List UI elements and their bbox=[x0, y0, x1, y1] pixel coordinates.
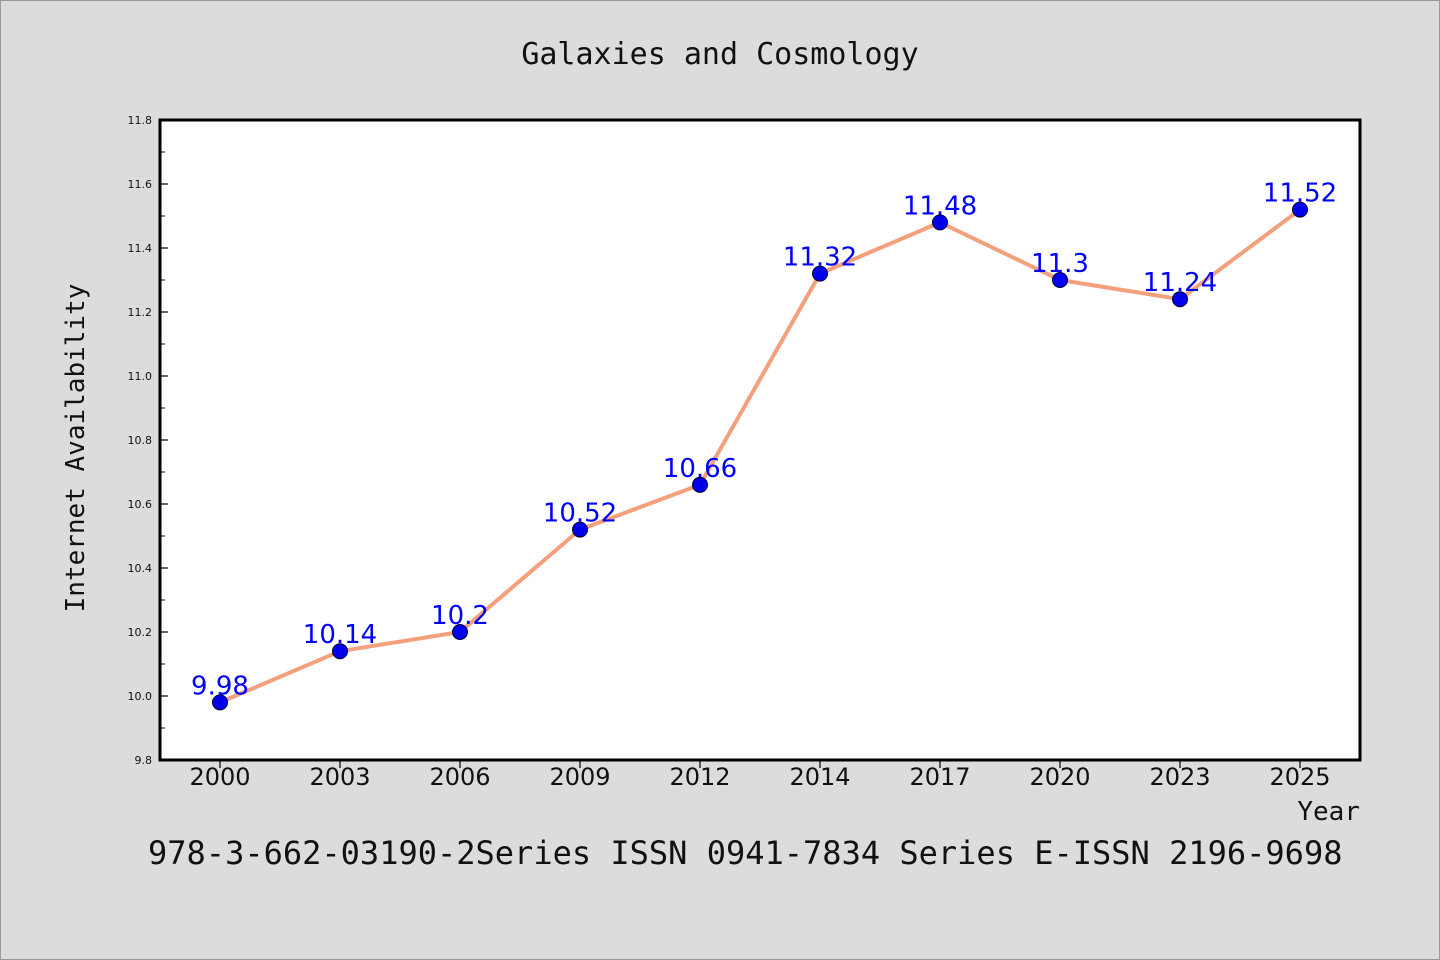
y-axis: 9.8 10.0 10.2 10.4 10.6 10.8 11.0 11.2 11.4 11.6 1… bbox=[128, 114, 168, 767]
data-point bbox=[332, 643, 348, 660]
series-group: 9.98 10.14 10.2 10.52 10.66 11.32 11.48 11.3 11.… bbox=[191, 179, 1337, 711]
data-point bbox=[692, 476, 708, 493]
x-axis: 2000 2003 2006 2009 2012 2014 2017 2020 2023 2025 bbox=[189, 760, 1331, 791]
data-point bbox=[812, 265, 828, 282]
data-point bbox=[452, 624, 468, 640]
x-tick-label: 2012 bbox=[669, 763, 730, 791]
x-tick-label: 2006 bbox=[429, 763, 490, 791]
plot-border bbox=[158, 118, 1362, 762]
data-label: 11.32 bbox=[783, 243, 857, 273]
y-tick-label: 11.4 bbox=[128, 242, 153, 255]
x-tick-label: 2025 bbox=[1269, 763, 1330, 791]
data-label: 9.98 bbox=[191, 671, 249, 701]
data-point bbox=[212, 694, 228, 711]
x-tick-label: 2017 bbox=[909, 763, 970, 791]
data-label: 10.66 bbox=[663, 454, 737, 484]
y-tick-label: 10.4 bbox=[128, 562, 153, 575]
y-tick-label: 11.8 bbox=[128, 114, 153, 127]
x-tick-label: 2020 bbox=[1029, 763, 1090, 791]
y-tick-label: 11.0 bbox=[128, 370, 153, 383]
x-tick-label: 2023 bbox=[1149, 763, 1210, 791]
x-tick-label: 2003 bbox=[309, 763, 370, 791]
x-tick-label: 2014 bbox=[789, 763, 850, 791]
data-label: 11.48 bbox=[903, 191, 977, 221]
data-label: 10.52 bbox=[543, 499, 617, 529]
y-tick-label: 10.2 bbox=[128, 626, 153, 639]
chart-title: Galaxies and Cosmology bbox=[521, 37, 918, 72]
data-point bbox=[572, 521, 588, 538]
data-label: 11.52 bbox=[1263, 179, 1337, 209]
plot-area bbox=[160, 120, 1360, 760]
data-point bbox=[932, 214, 948, 231]
data-point bbox=[1052, 272, 1068, 288]
y-tick-label: 9.8 bbox=[135, 754, 153, 767]
data-label: 10.2 bbox=[431, 601, 489, 631]
y-tick-label: 10.0 bbox=[128, 690, 153, 703]
data-point bbox=[1292, 201, 1308, 218]
data-label: 11.3 bbox=[1031, 249, 1089, 279]
y-tick-label: 10.8 bbox=[128, 434, 153, 447]
y-axis-label: Internet Availability bbox=[61, 284, 91, 613]
x-axis-label: Year bbox=[1297, 797, 1360, 827]
y-tick-label: 11.2 bbox=[128, 306, 153, 319]
series-line bbox=[218, 207, 1302, 705]
y-tick-label: 10.6 bbox=[128, 498, 153, 511]
footer-isbn-issn: 978-3-662-03190-2Series ISSN 0941-7834 S… bbox=[148, 834, 1342, 872]
x-tick-label: 2000 bbox=[189, 763, 250, 791]
data-label: 11.24 bbox=[1143, 268, 1217, 298]
data-point bbox=[1172, 291, 1188, 308]
x-tick-label: 2009 bbox=[549, 763, 610, 791]
data-label: 10.14 bbox=[303, 620, 377, 650]
y-tick-label: 11.6 bbox=[128, 178, 153, 191]
